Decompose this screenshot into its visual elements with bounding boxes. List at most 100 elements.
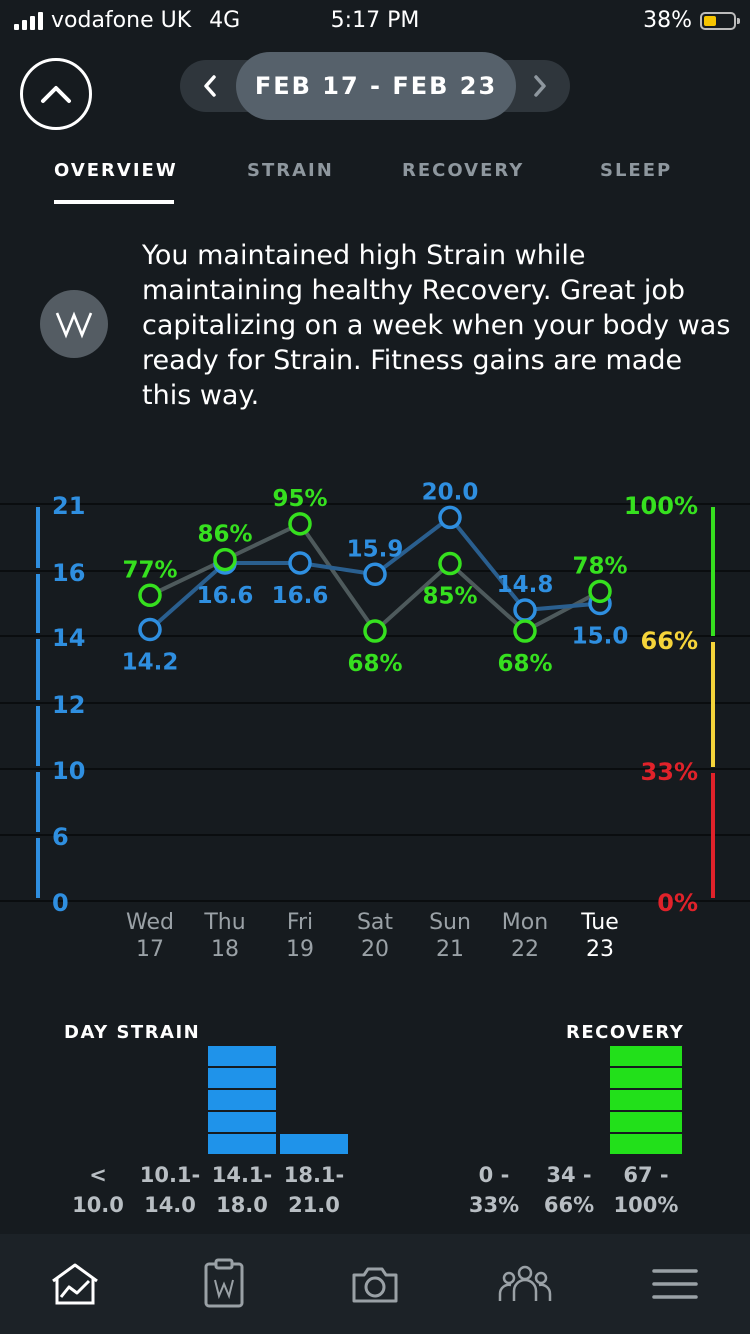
day-strain-bar-segment [208,1090,276,1110]
day-strain-bar-segment [208,1134,276,1154]
day-strain-bar-segment [208,1112,276,1132]
strain-recovery-chart: 21 16 14 12 10 6 0 100% 66% 33% 0% 14.2 16.6 16.6 15.9… [0,479,750,962]
recovery-point [588,579,612,604]
recovery-data-label: 68% [347,651,402,677]
day-strain-bin-label: 18.0 [216,1193,268,1217]
day-strain-bin-label: 14.1- [211,1163,273,1187]
active-tab-indicator [54,200,174,204]
tab-overview[interactable]: OVERVIEW [54,160,178,181]
battery-percent: 38% [643,8,692,33]
right-axis-tick-label: 33% [641,758,698,786]
left-axis-tick-label: 6 [52,823,69,851]
hamburger-menu-icon [652,1269,698,1299]
recovery-bin-label: 0 - [478,1163,510,1187]
recovery-point [288,512,312,536]
left-axis-tick-label: 21 [52,492,85,520]
right-axis-tick-label: 0% [657,889,698,917]
left-axis-tick-label: 12 [52,691,85,719]
day-strain-bin-label: 10.0 [72,1193,124,1217]
left-axis-tick-label: 10 [52,757,85,785]
recovery-bar-segment [610,1090,682,1110]
x-axis-day-label: Sat [357,910,393,935]
recovery-title: RECOVERY [566,1022,685,1043]
tab-strain[interactable]: STRAIN [247,160,334,181]
x-axis-day-label: Mon [502,910,548,935]
recovery-point [438,551,462,576]
menu-nav[interactable] [640,1250,710,1318]
strain-point [513,598,537,622]
x-axis-date-label: 17 [136,937,164,962]
day-strain-bin-label: 18.1- [283,1163,345,1187]
x-axis-day-label: Sun [429,910,471,935]
x-axis-day-label: Thu [203,910,245,935]
status-bar: vodafone UK 4G 5:17 PM 38% [0,0,750,40]
recovery-bin-label: 33% [468,1193,520,1217]
strain-data-label: 14.2 [122,650,179,676]
recovery-point [363,619,387,643]
left-axis-tick-label: 14 [52,624,85,652]
strain-data-label: 15.9 [347,536,404,562]
day-strain-bin-label: 14.0 [144,1193,196,1217]
day-strain-bin-label: 10.1- [139,1163,201,1187]
day-strain-bin-label: 21.0 [288,1193,340,1217]
recovery-data-label: 78% [572,553,627,579]
recovery-bin-label: 34 - [546,1163,592,1187]
collapse-button[interactable] [20,58,92,130]
x-axis-day-label: Tue [580,910,619,935]
bottom-navigation [0,1234,750,1334]
carrier-name: vodafone UK [51,8,192,33]
strain-data-label: 16.6 [197,583,254,609]
recovery-data-label: 68% [497,651,552,677]
recovery-bar-segment [610,1068,682,1088]
network-type: 4G [209,8,241,33]
left-axis-tick-label: 16 [52,559,85,587]
x-axis-date-label: 21 [436,937,464,962]
x-axis-day-label: Fri [287,910,313,935]
journal-nav[interactable] [189,1250,259,1318]
strain-point [288,551,312,575]
tab-sleep[interactable]: SLEEP [600,160,673,181]
recovery-point [513,619,537,643]
recovery-data-label: 95% [272,486,327,512]
chart-home-icon [52,1263,98,1305]
weekly-insight-text: You maintained high Strain while maintai… [142,240,731,411]
camera-icon [352,1267,398,1303]
recovery-bar-segment [610,1134,682,1154]
recovery-data-label: 85% [422,584,477,610]
day-strain-bar-segment [208,1046,276,1066]
date-range-label[interactable]: FEB 17 - FEB 23 [236,52,516,120]
recovery-bar-segment [610,1112,682,1132]
chevron-left-icon [204,75,216,97]
x-axis-date-label: 23 [586,937,614,962]
strain-data-label: 14.8 [497,572,554,598]
clock: 5:17 PM [330,8,420,33]
x-axis-day-label: Wed [126,910,174,935]
recovery-point [138,583,162,608]
camera-nav[interactable] [340,1250,410,1318]
recovery-bin-label: 67 - [623,1163,669,1187]
previous-week-button[interactable] [190,68,230,104]
day-strain-bin-label: < [89,1163,107,1187]
battery-icon [700,11,740,30]
strain-point [438,505,462,530]
right-axis-tick-label: 66% [641,627,698,655]
recovery-data-label: 77% [122,557,177,583]
recovery-point [213,547,237,572]
x-axis-date-label: 19 [286,937,314,962]
next-week-button[interactable] [520,68,560,104]
strain-data-label: 16.6 [272,583,329,609]
tab-recovery[interactable]: RECOVERY [402,160,525,181]
x-axis-date-label: 22 [511,937,539,962]
day-strain-bar-segment [280,1134,348,1154]
left-axis-tick-label: 0 [52,889,69,917]
clipboard-icon [204,1258,244,1308]
right-axis-tick-label: 100% [624,492,698,520]
date-range-selector: FEB 17 - FEB 23 [180,52,570,120]
x-axis-date-label: 20 [361,937,389,962]
strain-point [138,617,162,642]
community-nav[interactable] [490,1250,560,1318]
strain-point [363,562,387,586]
home-nav[interactable] [40,1250,110,1318]
day-strain-title: DAY STRAIN [64,1022,201,1043]
strain-data-label: 20.0 [422,479,479,505]
